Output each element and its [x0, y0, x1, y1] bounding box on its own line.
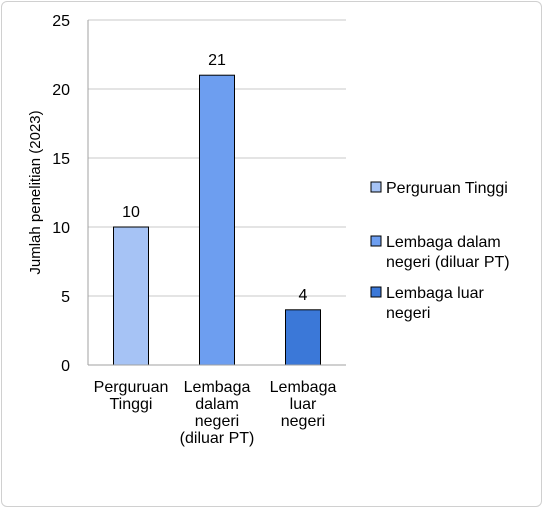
bar: [285, 309, 321, 366]
legend-entry: negeri (diluar PT): [386, 254, 510, 271]
bar: [199, 74, 235, 366]
data-label: 10: [122, 204, 140, 221]
legend: Perguruan Tinggi Lembaga dalam negeri (dil…: [370, 180, 510, 322]
y-tick-labels: 0 5 10 15 20 25: [52, 13, 70, 375]
category-label: Lembaga: [184, 379, 251, 396]
legend-entry: negeri: [386, 305, 430, 322]
category-labels: PerguruanTinggiLembagadalamnegeri(diluar…: [94, 379, 337, 447]
y-tick-label: 20: [52, 82, 70, 99]
y-tick-label: 25: [52, 13, 70, 30]
category-label: (diluar PT): [180, 430, 255, 447]
legend-entry: Lembaga dalam: [386, 234, 501, 251]
category-label: negeri: [195, 413, 239, 430]
axes: [87, 20, 346, 366]
legend-swatch: [370, 235, 382, 247]
y-tick-label: 15: [52, 151, 70, 168]
legend-swatch: [370, 181, 382, 193]
legend-entry: Perguruan Tinggi: [386, 180, 508, 197]
bar: [113, 226, 149, 366]
legend-entry: Lembaga luar: [386, 285, 485, 302]
category-label: luar: [290, 396, 317, 413]
data-label: 4: [299, 287, 308, 304]
category-label: Tinggi: [110, 396, 153, 413]
category-label: dalam: [195, 396, 239, 413]
data-label: 21: [208, 52, 226, 69]
y-tick-label: 10: [52, 220, 70, 237]
legend-swatch: [370, 286, 382, 298]
category-label: negeri: [281, 413, 325, 430]
y-tick-label: 0: [61, 358, 70, 375]
category-label: Perguruan: [94, 379, 169, 396]
category-label: Lembaga: [270, 379, 337, 396]
y-tick-label: 5: [61, 289, 70, 306]
y-axis-label: Jumlah penelitian (2023): [27, 110, 44, 274]
data-labels: 10 21 4: [122, 52, 307, 304]
bars: [113, 74, 321, 366]
